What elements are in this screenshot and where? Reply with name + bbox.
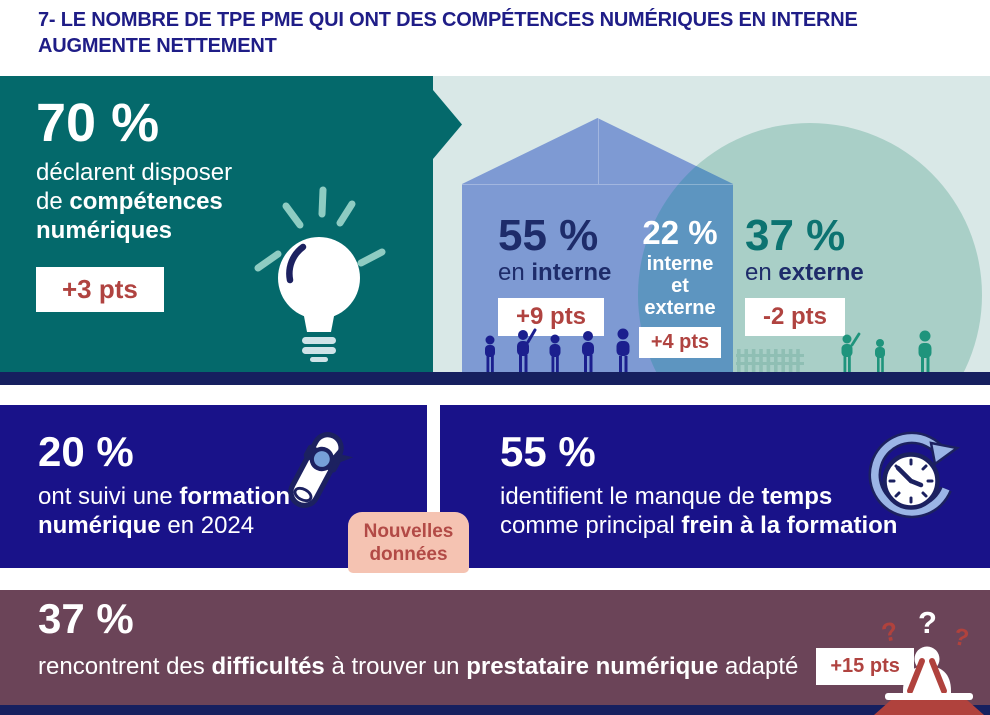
provider-text-row: rencontrent des difficultés à trouver un… (38, 648, 914, 685)
teal-ribbon (0, 76, 433, 372)
external-stat: 37 % (745, 211, 846, 260)
both-stat: 22 % (642, 214, 718, 251)
provider-sentence: rencontrent des difficultés à trouver un… (38, 652, 799, 680)
page-title-line1: 7- LE NOMBRE DE TPE PME QUI ONT DES COMP… (38, 9, 858, 31)
provider-section: 37 % rencontrent des difficultés à trouv… (0, 590, 990, 715)
banner-description: déclarent disposer de compétences numéri… (36, 159, 233, 244)
bottom-baseline-strip (0, 705, 990, 715)
baseline-strip (0, 372, 990, 385)
page-title-line2: AUGMENTE NETTEMENT (38, 35, 277, 57)
banner-stat: 70 % (36, 93, 160, 153)
time-stat: 55 % (500, 428, 596, 475)
people-internal-icon (485, 328, 630, 372)
house-ridge-line (597, 118, 599, 184)
svg-text:?: ? (951, 623, 971, 652)
time-text: identifient le manque de temps comme pri… (500, 483, 898, 539)
internal-stat-block: 55 % en interne +9 pts (498, 214, 648, 336)
lightbulb-icon (254, 186, 386, 362)
internal-stat: 55 % (498, 211, 599, 260)
frustrated-person-icon: ? ? ? (874, 605, 984, 715)
training-content: 20 % ont suivi une formation numérique e… (38, 431, 290, 540)
banner-stat-block: 70 % déclarent disposer de compétences n… (36, 96, 306, 312)
training-text: ont suivi une formation numérique en 202… (38, 483, 291, 539)
svg-text:?: ? (879, 615, 901, 648)
delta-badge-plus4: +4 pts (638, 327, 722, 358)
delta-badge-plus9: +9 pts (498, 298, 605, 336)
provider-stat: 37 % (38, 595, 134, 642)
main-banner: 70 % déclarent disposer de compétences n… (0, 76, 990, 385)
internal-label: en interne (498, 259, 612, 286)
delta-badge-minus2: -2 pts (745, 298, 846, 336)
people-external-icon (841, 330, 932, 372)
both-stat-block: 22 % interne et externe +4 pts (630, 216, 730, 358)
training-stat: 20 % (38, 428, 134, 475)
fence-icon (736, 349, 804, 372)
external-stat-block: 37 % en externe -2 pts (745, 214, 905, 336)
diploma-icon (288, 432, 354, 508)
delta-badge-plus15: +15 pts (816, 648, 914, 685)
svg-text:?: ? (918, 605, 937, 640)
page-title: 7- LE NOMBRE DE TPE PME QUI ONT DES COMP… (38, 7, 968, 59)
house-eaves-line (462, 184, 733, 185)
external-label: en externe (745, 259, 864, 286)
time-box: 55 % identifient le manque de temps comm… (440, 405, 990, 568)
delta-badge-plus3: +3 pts (36, 267, 164, 312)
time-content: 55 % identifient le manque de temps comm… (500, 431, 897, 540)
both-label: interne et externe (644, 253, 716, 319)
new-data-badge: Nouvelles données (348, 512, 469, 573)
clock-icon (868, 431, 961, 519)
plum-background (0, 590, 990, 705)
